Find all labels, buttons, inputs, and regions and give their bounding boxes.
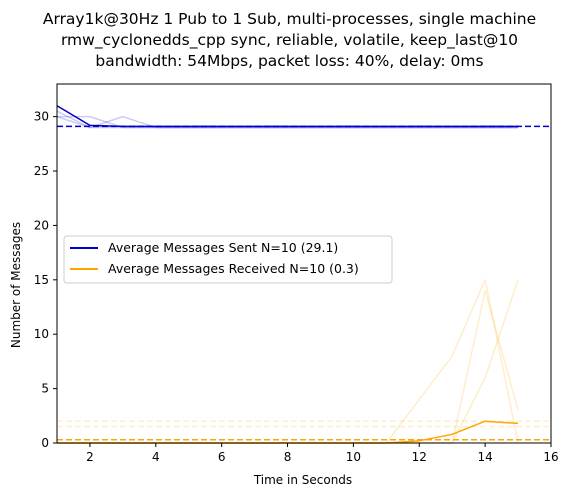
x-tick-label-14: 14 <box>477 450 492 464</box>
series-line-sent-run-3 <box>57 115 519 129</box>
y-tick-label-25: 25 <box>34 164 49 178</box>
x-tick-label-6: 6 <box>218 450 226 464</box>
x-tick-label-4: 4 <box>152 450 160 464</box>
series-line-sent-run-4 <box>56 115 519 129</box>
y-tick-label-5: 5 <box>41 382 49 396</box>
x-tick-label-2: 2 <box>86 450 94 464</box>
y-tick-label-0: 0 <box>41 436 49 450</box>
plot-frame <box>56 83 552 444</box>
legend-label-sent: Average Messages Sent N=10 (29.1) <box>108 240 338 255</box>
chart-title-line-2: rmw_cyclonedds_cpp sync, reliable, volat… <box>60 31 519 49</box>
series-line-received-run-5 <box>57 289 519 444</box>
x-tick-label-16: 16 <box>543 450 558 464</box>
x-tick-label-8: 8 <box>284 450 292 464</box>
legend-label-received: Average Messages Received N=10 (0.3) <box>108 261 359 276</box>
y-tick-label-10: 10 <box>34 327 49 341</box>
chart-title-line-1: Array1k@30Hz 1 Pub to 1 Sub, multi-proce… <box>42 10 537 28</box>
y-tick-label-15: 15 <box>34 273 49 287</box>
axes-layer: 2 4 6 8 10 12 14 16 0 5 10 15 20 25 30 <box>34 83 559 464</box>
x-tick-label-12: 12 <box>412 450 427 464</box>
y-tick-label-30: 30 <box>34 110 49 124</box>
series-line-sent-run-2 <box>56 110 519 129</box>
y-tick-label-20: 20 <box>34 218 49 232</box>
y-axis-label: Number of Messages <box>9 222 23 348</box>
x-axis-label: Time in Seconds <box>253 473 352 487</box>
legend: Average Messages Sent N=10 (29.1) Averag… <box>63 235 393 284</box>
chart-title-line-3: bandwidth: 54Mbps, packet loss: 40%, del… <box>95 52 484 70</box>
x-tick-label-10: 10 <box>346 450 361 464</box>
legend-box <box>63 235 393 284</box>
series-line-sent-average-0 <box>56 105 519 128</box>
series-line-received-run-6 <box>57 279 519 444</box>
